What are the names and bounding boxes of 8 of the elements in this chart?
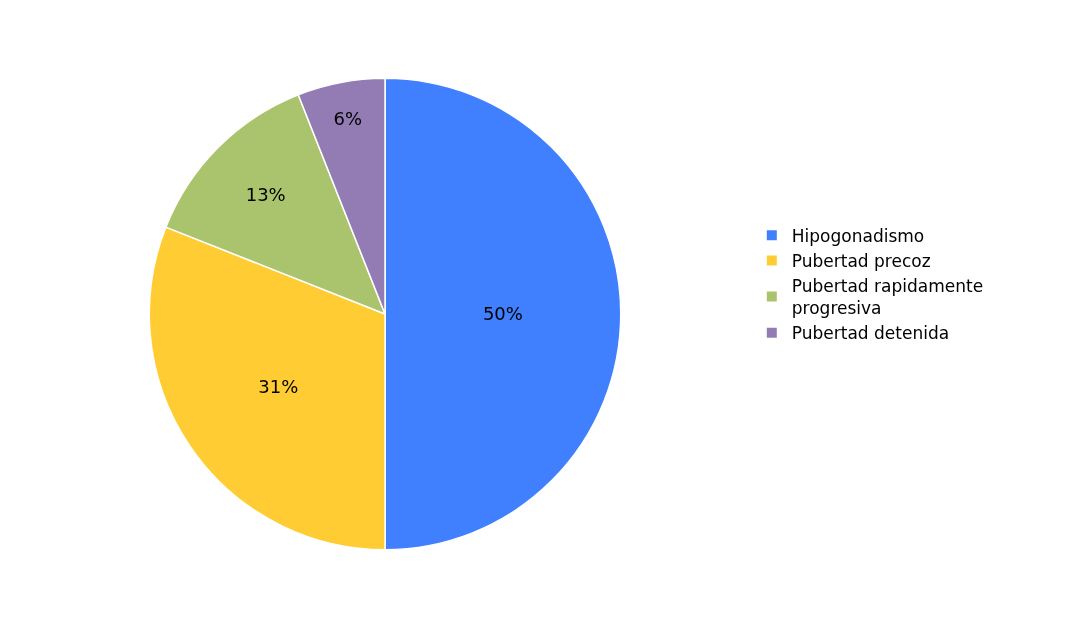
- data-label: 6%: [333, 108, 363, 130]
- legend-label: Hipogonadismo: [791, 225, 925, 246]
- data-label: 50%: [482, 303, 523, 325]
- data-label: 31%: [258, 375, 299, 397]
- legend-label: Pubertad detenida: [791, 323, 950, 344]
- legend-label: Pubertad precoz: [791, 251, 931, 272]
- data-label: 13%: [245, 184, 286, 206]
- legend-label: Pubertad rapidamente progresiva: [791, 276, 984, 319]
